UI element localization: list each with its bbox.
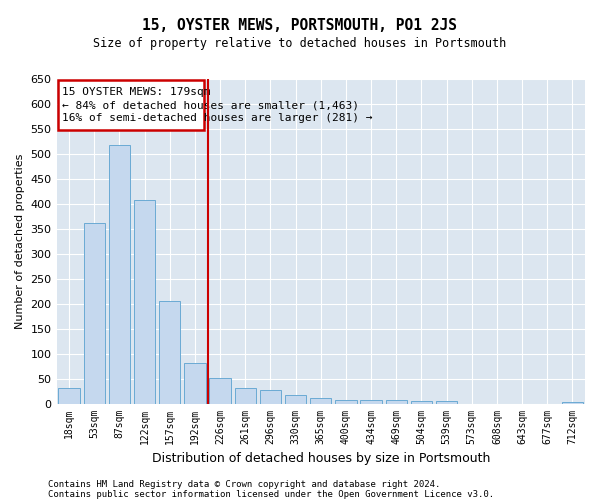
Bar [411, 401, 432, 404]
Text: Size of property relative to detached houses in Portsmouth: Size of property relative to detached ho… [94, 38, 506, 51]
Text: Contains HM Land Registry data © Crown copyright and database right 2024.: Contains HM Land Registry data © Crown c… [48, 480, 440, 489]
Text: Contains public sector information licensed under the Open Government Licence v3: Contains public sector information licen… [48, 490, 494, 499]
Bar [109, 145, 130, 404]
Text: 15 OYSTER MEWS: 179sqm: 15 OYSTER MEWS: 179sqm [62, 88, 210, 98]
Y-axis label: Number of detached properties: Number of detached properties [15, 154, 25, 329]
Bar [562, 402, 583, 404]
Bar [209, 378, 231, 404]
Bar [386, 400, 407, 404]
Bar [361, 400, 382, 404]
Bar [58, 388, 80, 404]
Bar [159, 301, 181, 404]
Bar [83, 223, 105, 404]
Text: ← 84% of detached houses are smaller (1,463): ← 84% of detached houses are smaller (1,… [62, 101, 359, 111]
Bar [310, 398, 331, 404]
Bar [285, 394, 307, 404]
Bar [235, 388, 256, 404]
X-axis label: Distribution of detached houses by size in Portsmouth: Distribution of detached houses by size … [152, 452, 490, 465]
Text: 15, OYSTER MEWS, PORTSMOUTH, PO1 2JS: 15, OYSTER MEWS, PORTSMOUTH, PO1 2JS [143, 18, 458, 32]
FancyBboxPatch shape [58, 80, 204, 130]
Bar [335, 400, 356, 404]
Text: 16% of semi-detached houses are larger (281) →: 16% of semi-detached houses are larger (… [62, 114, 372, 124]
Bar [436, 401, 457, 404]
Bar [184, 362, 206, 404]
Bar [260, 390, 281, 404]
Bar [134, 200, 155, 404]
